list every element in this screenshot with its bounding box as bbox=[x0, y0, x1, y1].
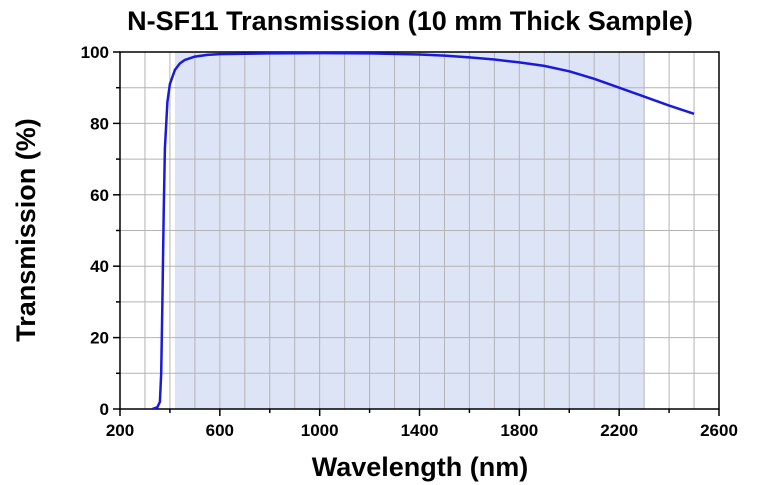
y-tick-label: 60 bbox=[90, 186, 109, 205]
plot-area: 200 600 1000 1400 1800 2200 2600 0 20 40 60 80 100 bbox=[81, 43, 738, 440]
y-tick-label: 100 bbox=[81, 43, 109, 62]
y-axis-label: Transmission (%) bbox=[11, 118, 41, 342]
x-tick-label: 2200 bbox=[600, 421, 638, 440]
y-tick-label: 0 bbox=[100, 400, 109, 419]
x-axis-label: Wavelength (nm) bbox=[312, 452, 529, 482]
x-tick-label: 600 bbox=[206, 421, 234, 440]
y-tick-label: 40 bbox=[90, 257, 109, 276]
transmission-curve bbox=[151, 51, 695, 411]
x-tick-label: 1400 bbox=[401, 421, 439, 440]
y-tick-label: 20 bbox=[90, 329, 109, 348]
x-tick-label: 2600 bbox=[700, 421, 738, 440]
chart-title: N-SF11 Transmission (10 mm Thick Sample) bbox=[127, 6, 693, 36]
y-tick-label: 80 bbox=[90, 114, 109, 133]
x-tick-label: 1800 bbox=[500, 421, 538, 440]
x-tick-label: 200 bbox=[106, 421, 134, 440]
x-tick-label: 1000 bbox=[301, 421, 339, 440]
